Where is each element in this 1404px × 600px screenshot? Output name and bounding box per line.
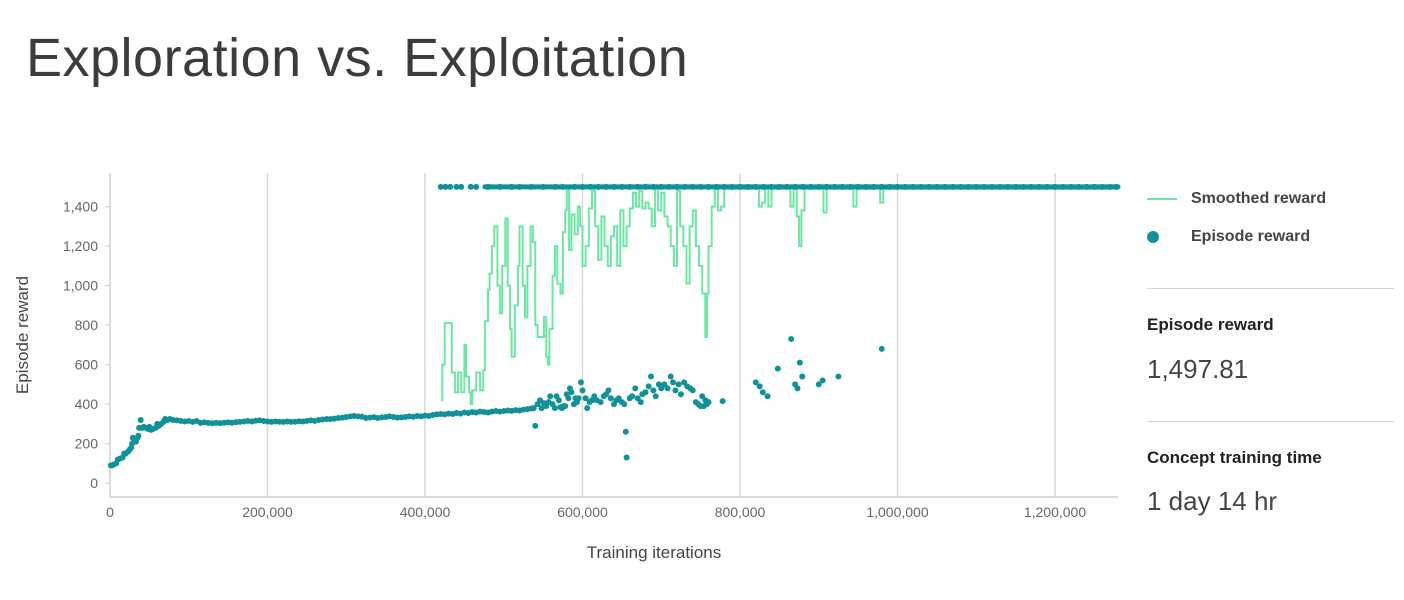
episode-reward-point — [650, 387, 657, 394]
episode-reward-point — [819, 377, 826, 384]
episode-reward-point — [689, 387, 696, 394]
episode-reward-point — [530, 405, 537, 412]
episode-reward-point — [774, 365, 781, 372]
episode-reward-point — [642, 389, 649, 396]
x-tick-label: 400,000 — [400, 504, 451, 520]
episode-dot-swatch — [1147, 231, 1159, 243]
legend-item-smoothed[interactable]: Smoothed reward — [1147, 180, 1397, 218]
episode-reward-point — [575, 395, 582, 402]
training-time-label: Concept training time — [1147, 448, 1322, 467]
episode-reward-point — [532, 422, 539, 429]
y-tick-label: 0 — [90, 475, 98, 491]
divider — [1147, 421, 1394, 422]
x-tick-label: 600,000 — [557, 504, 608, 520]
episode-reward-point — [538, 405, 545, 412]
episode-reward-point — [794, 385, 801, 392]
x-tick-label: 800,000 — [715, 504, 766, 520]
legend-label-smoothed: Smoothed reward — [1191, 190, 1327, 207]
episode-reward-point — [565, 395, 572, 402]
y-axis-title: Episode reward — [13, 276, 32, 394]
episode-reward-point — [670, 379, 677, 386]
episode-reward-point — [447, 183, 454, 190]
episode-reward-point — [752, 379, 759, 386]
episode-reward-point — [137, 416, 144, 423]
episode-reward-point — [562, 403, 569, 410]
divider — [1147, 288, 1394, 289]
y-tick-label: 1,200 — [63, 238, 98, 254]
episode-reward-point — [672, 387, 679, 394]
episode-reward-point — [467, 183, 474, 190]
episode-reward-point — [756, 383, 763, 390]
episode-reward-label: Episode reward — [1147, 315, 1274, 334]
episode-reward-point — [648, 373, 655, 380]
episode-reward-point — [577, 379, 584, 386]
episode-reward-point — [788, 335, 795, 342]
episode-reward-point — [799, 373, 806, 380]
episode-reward-point — [551, 405, 558, 412]
y-tick-label: 600 — [75, 357, 99, 373]
episode-reward-point — [579, 387, 586, 394]
smoothed-line-swatch — [1147, 198, 1177, 200]
episode-reward-point — [764, 393, 771, 400]
episode-reward-point — [605, 387, 612, 394]
episode-reward-point — [632, 385, 639, 392]
training-time-value: 1 day 14 hr — [1147, 486, 1278, 516]
smoothed-reward-line — [440, 187, 1118, 406]
episode-reward-point — [878, 345, 885, 352]
legend-label-episode: Episode reward — [1191, 228, 1311, 245]
episode-reward-point — [555, 397, 562, 404]
x-axis-title: Training iterations — [587, 543, 722, 562]
episode-reward-point — [437, 183, 444, 190]
episode-reward-point — [815, 381, 822, 388]
episode-reward-point — [629, 393, 636, 400]
episode-reward-point — [458, 183, 465, 190]
episode-reward-point — [652, 393, 659, 400]
episode-reward-point — [835, 373, 842, 380]
x-tick-label: 200,000 — [242, 504, 293, 520]
y-tick-label: 400 — [75, 396, 99, 412]
episode-reward-point — [597, 399, 604, 406]
x-tick-label: 1,000,000 — [866, 504, 928, 520]
episode-reward-point — [664, 385, 671, 392]
chart-legend: Smoothed reward Episode reward — [1147, 180, 1397, 256]
episode-reward-point — [547, 393, 554, 400]
episode-reward-point — [582, 395, 589, 402]
episode-reward-point — [637, 399, 644, 406]
episode-reward-point — [622, 428, 629, 435]
y-tick-label: 800 — [75, 317, 99, 333]
episode-reward-point — [719, 398, 726, 405]
episode-reward-point — [607, 395, 614, 402]
episode-reward-point — [759, 389, 766, 396]
episode-reward-point — [584, 405, 591, 412]
episode-reward-point — [667, 373, 674, 380]
episode-reward-value: 1,497.81 — [1147, 354, 1249, 384]
episode-reward-point — [568, 389, 575, 396]
episode-reward-point — [473, 183, 480, 190]
x-tick-label: 1,200,000 — [1024, 504, 1086, 520]
legend-item-episode[interactable]: Episode reward — [1147, 218, 1397, 256]
page-title: Exploration vs. Exploitation — [26, 28, 689, 88]
episode-reward-point — [645, 383, 652, 390]
episode-reward-point — [675, 381, 682, 388]
x-tick-label: 0 — [106, 504, 114, 520]
episode-reward-point — [621, 401, 628, 408]
episode-reward-point — [796, 359, 803, 366]
y-tick-label: 1,000 — [63, 278, 98, 294]
episode-reward-point — [453, 183, 460, 190]
episode-reward-point — [442, 183, 449, 190]
y-tick-label: 1,400 — [63, 199, 98, 215]
episode-reward-point — [623, 454, 630, 461]
episode-reward-point — [677, 391, 684, 398]
y-tick-label: 200 — [75, 436, 99, 452]
reward-chart: 0 200,000 400,000 600,000 800,000 1,000,000 1,… — [13, 173, 1121, 562]
episode-reward-point — [135, 432, 142, 439]
episode-reward-point — [705, 399, 712, 406]
